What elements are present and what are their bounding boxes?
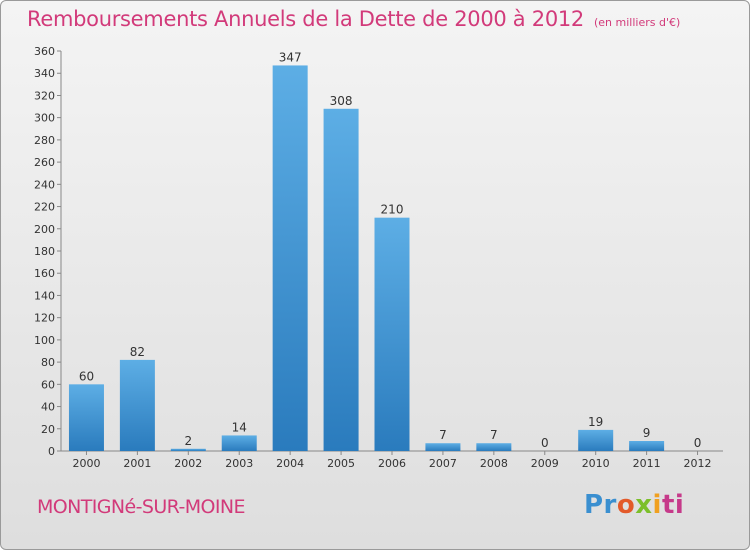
bar — [374, 217, 410, 451]
bar — [119, 359, 155, 451]
y-tick-label: 340 — [34, 67, 55, 80]
chart-title-text: Remboursements Annuels de la Dette de 20… — [27, 7, 584, 31]
y-tick-label: 300 — [34, 112, 55, 125]
bar — [425, 443, 461, 451]
chart-subtitle: (en milliers d'€) — [594, 16, 681, 29]
x-tick-label: 2010 — [582, 457, 610, 470]
logo-part-1: Pr — [584, 490, 617, 520]
x-tick-label: 2006 — [378, 457, 406, 470]
y-tick-label: 280 — [34, 134, 55, 147]
chart-title: Remboursements Annuels de la Dette de 20… — [27, 7, 680, 31]
logo-part-4: i — [652, 490, 662, 520]
x-tick-label: 2001 — [123, 457, 151, 470]
y-tick-label: 140 — [34, 289, 55, 302]
data-label: 9 — [643, 426, 651, 440]
logo-part-3: x — [635, 490, 653, 520]
y-tick-label: 220 — [34, 201, 55, 214]
data-label: 7 — [439, 428, 447, 442]
y-tick-label: 160 — [34, 267, 55, 280]
data-label: 2 — [184, 434, 192, 448]
data-label: 7 — [490, 428, 498, 442]
y-tick-label: 100 — [34, 334, 55, 347]
data-label: 0 — [541, 436, 549, 450]
y-tick-label: 200 — [34, 223, 55, 236]
bar — [629, 441, 665, 451]
y-tick-label: 80 — [41, 356, 55, 369]
x-tick-label: 2008 — [480, 457, 508, 470]
logo-part-2: o — [616, 490, 636, 520]
y-tick-label: 180 — [34, 245, 55, 258]
data-label: 60 — [79, 369, 94, 383]
x-tick-label: 2012 — [684, 457, 712, 470]
x-tick-label: 2011 — [633, 457, 661, 470]
proxiti-logo: Proxiti — [584, 490, 684, 520]
y-tick-label: 60 — [41, 378, 55, 391]
x-tick-label: 2007 — [429, 457, 457, 470]
x-tick-label: 2002 — [174, 457, 202, 470]
y-tick-label: 120 — [34, 312, 55, 325]
logo-part-5: ti — [661, 490, 685, 520]
x-tick-label: 2003 — [225, 457, 253, 470]
data-label: 19 — [588, 415, 603, 429]
x-tick-label: 2000 — [72, 457, 100, 470]
data-label: 210 — [381, 203, 404, 217]
y-tick-label: 260 — [34, 156, 55, 169]
data-label: 82 — [130, 345, 145, 359]
commune-name: MONTIGNé-SUR-MOINE — [37, 496, 245, 518]
y-tick-label: 320 — [34, 89, 55, 102]
bar — [323, 108, 359, 452]
data-label: 0 — [694, 436, 702, 450]
bar — [170, 448, 206, 451]
bar — [272, 65, 308, 451]
x-tick-label: 2009 — [531, 457, 559, 470]
x-tick-label: 2005 — [327, 457, 355, 470]
bar — [578, 429, 614, 451]
y-tick-label: 20 — [41, 423, 55, 436]
bar — [68, 384, 104, 451]
bar — [476, 443, 512, 451]
y-tick-label: 40 — [41, 401, 55, 414]
y-tick-label: 360 — [34, 45, 55, 58]
x-tick-label: 2004 — [276, 457, 304, 470]
y-tick-label: 0 — [48, 445, 55, 458]
y-tick-label: 240 — [34, 178, 55, 191]
bar — [221, 435, 257, 451]
data-label: 14 — [232, 420, 247, 434]
data-label: 347 — [279, 50, 302, 64]
data-label: 308 — [330, 94, 353, 108]
